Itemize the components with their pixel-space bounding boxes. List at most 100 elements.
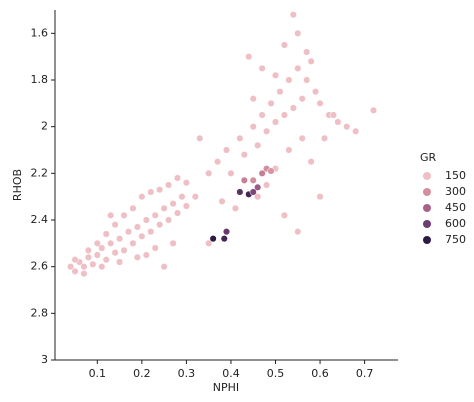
point <box>93 239 101 247</box>
point <box>205 169 213 177</box>
point <box>133 223 141 231</box>
y-axis-label: RHOB <box>11 169 24 201</box>
point <box>107 211 115 219</box>
point <box>142 216 150 224</box>
point <box>220 235 228 243</box>
point <box>173 209 182 217</box>
point <box>218 197 226 205</box>
point <box>129 239 137 247</box>
point <box>258 169 266 177</box>
point <box>84 246 92 254</box>
point <box>147 228 155 236</box>
point <box>142 251 150 259</box>
point <box>329 111 337 119</box>
point <box>67 263 75 271</box>
point <box>71 267 79 275</box>
x-tick-label: 0.6 <box>311 367 329 380</box>
point <box>93 251 101 259</box>
point <box>214 158 222 166</box>
point <box>102 256 110 264</box>
point <box>182 179 190 187</box>
legend-swatch <box>423 220 431 228</box>
point <box>147 188 155 196</box>
point <box>280 211 288 219</box>
legend-swatch <box>423 172 431 180</box>
point <box>133 253 141 261</box>
point <box>263 127 271 135</box>
point <box>352 127 360 135</box>
point <box>294 29 302 37</box>
point <box>240 151 248 159</box>
point <box>111 249 119 257</box>
point <box>298 95 306 103</box>
y-tick-label: 2.8 <box>31 306 49 319</box>
point <box>258 64 266 72</box>
y-tick-label: 1.8 <box>31 73 49 86</box>
y-tick-label: 3 <box>41 353 48 366</box>
point <box>173 174 182 182</box>
point <box>89 260 97 268</box>
point <box>254 183 262 191</box>
point <box>169 239 177 247</box>
x-tick-label: 0.4 <box>222 367 240 380</box>
point <box>196 134 204 142</box>
legend-swatch <box>423 204 431 212</box>
x-tick-label: 0.3 <box>178 367 196 380</box>
point <box>151 244 159 252</box>
legend-label: 600 <box>445 217 466 230</box>
point <box>102 230 110 238</box>
point <box>343 123 351 131</box>
point <box>160 204 168 212</box>
point <box>84 253 92 261</box>
point <box>116 235 124 243</box>
point <box>285 76 293 84</box>
y-tick-label: 2 <box>41 120 48 133</box>
point <box>191 193 199 201</box>
x-tick-label: 0.5 <box>267 367 285 380</box>
point <box>303 76 311 84</box>
point <box>80 263 88 271</box>
point <box>222 146 231 154</box>
y-tick-label: 2.2 <box>31 166 49 179</box>
point <box>116 258 124 266</box>
y-tick-label: 2.4 <box>31 213 49 226</box>
point <box>156 186 164 194</box>
point <box>316 193 324 201</box>
point <box>107 239 115 247</box>
legend-title: GR <box>420 151 437 164</box>
point <box>178 193 186 201</box>
x-tick-label: 0.1 <box>89 367 107 380</box>
point <box>222 228 231 236</box>
point <box>160 263 168 271</box>
legend-swatch <box>423 236 431 244</box>
point <box>263 181 271 189</box>
x-tick-label: 0.7 <box>356 367 374 380</box>
point <box>334 118 342 126</box>
x-axis-label: NPHI <box>213 381 239 394</box>
point <box>320 134 329 142</box>
point <box>267 99 275 107</box>
point <box>165 216 173 224</box>
point <box>307 57 315 65</box>
point <box>227 169 235 177</box>
legend-label: 750 <box>445 233 466 246</box>
point <box>165 181 173 189</box>
point <box>271 118 280 126</box>
point <box>276 88 284 96</box>
point <box>138 193 146 201</box>
y-tick-label: 2.6 <box>31 260 49 273</box>
point <box>236 188 244 196</box>
point <box>120 211 128 219</box>
point <box>245 53 253 61</box>
point <box>138 232 146 240</box>
point <box>369 106 378 114</box>
point <box>307 158 315 166</box>
legend-label: 450 <box>445 201 466 214</box>
point <box>280 41 288 49</box>
point <box>156 221 164 229</box>
point <box>169 200 177 208</box>
legend-label: 300 <box>445 185 466 198</box>
point <box>98 244 106 252</box>
point <box>289 11 297 19</box>
point <box>120 246 128 254</box>
